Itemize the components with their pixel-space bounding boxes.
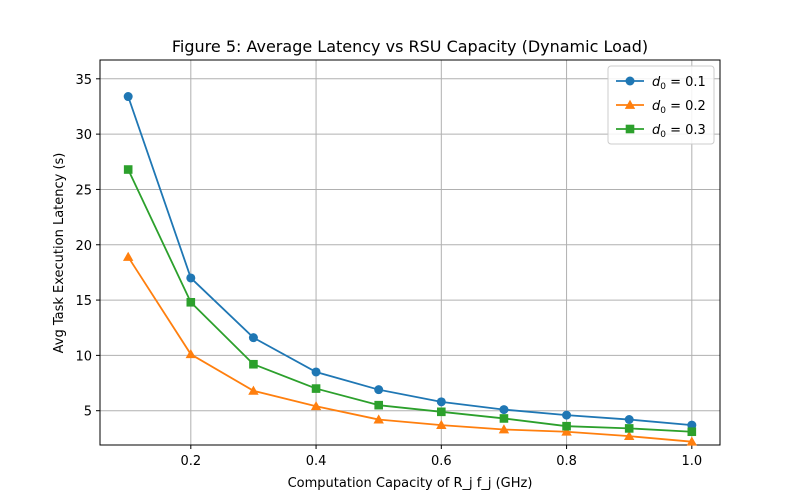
data-point-square bbox=[499, 414, 509, 423]
y-tick-label: 35 bbox=[75, 73, 92, 88]
data-point-triangle bbox=[185, 349, 197, 359]
data-point-triangle bbox=[561, 426, 572, 436]
series-group bbox=[123, 92, 697, 430]
y-tick-label: 30 bbox=[75, 128, 92, 143]
data-point-square bbox=[625, 124, 635, 134]
x-tick-label: 0.4 bbox=[306, 454, 327, 469]
data-point-triangle bbox=[686, 436, 698, 446]
data-point-triangle bbox=[624, 99, 636, 109]
legend-label: d0 = 0.2 bbox=[652, 99, 706, 116]
series bbox=[122, 92, 698, 446]
data-point-square bbox=[374, 400, 383, 410]
legend-label: d0 = 0.1 bbox=[652, 75, 706, 92]
series-line bbox=[127, 256, 692, 443]
data-point-triangle bbox=[373, 414, 384, 424]
series-line bbox=[127, 96, 692, 426]
legend-item: d0 = 0.3 bbox=[616, 123, 706, 140]
y-tick-label: 25 bbox=[75, 183, 92, 198]
data-point-circle bbox=[499, 405, 509, 415]
x-tick-label: 1.0 bbox=[681, 454, 702, 469]
series-line bbox=[127, 169, 692, 433]
data-point-circle bbox=[625, 76, 635, 86]
data-point-triangle bbox=[248, 385, 259, 395]
data-point-square bbox=[186, 297, 196, 307]
data-point-circle bbox=[374, 385, 384, 395]
data-point-circle bbox=[687, 420, 697, 430]
data-point-circle bbox=[624, 415, 634, 425]
data-point-circle bbox=[436, 397, 446, 407]
x-axis-label: Computation Capacity of R_j f_j (GHz) bbox=[288, 476, 533, 491]
legend-box bbox=[607, 65, 715, 145]
data-point-square bbox=[624, 424, 634, 433]
grid bbox=[100, 60, 720, 445]
data-point-circle bbox=[311, 367, 321, 377]
y-tick-label: 15 bbox=[75, 294, 92, 309]
y-tick-label: 20 bbox=[75, 239, 92, 254]
legend-item: d0 = 0.2 bbox=[616, 99, 706, 116]
chart-title: Figure 5: Average Latency vs RSU Capacit… bbox=[172, 37, 648, 56]
data-point-square bbox=[562, 421, 571, 431]
data-point-circle bbox=[186, 273, 196, 283]
data-point-triangle bbox=[436, 419, 447, 429]
data-point-square bbox=[311, 384, 321, 393]
data-point-circle bbox=[562, 410, 572, 420]
data-point-triangle bbox=[498, 424, 510, 434]
legend-item: d0 = 0.1 bbox=[616, 75, 706, 92]
x-tick-label: 0.8 bbox=[556, 454, 577, 469]
y-tick-label: 5 bbox=[84, 405, 92, 420]
legend: d0 = 0.1 d0 = 0.2 d0 = 0.3 bbox=[607, 65, 715, 145]
data-point-circle bbox=[248, 333, 258, 343]
axes: 0.2 0.4 0.6 0.8 1.0 5 10 15 20 25 30 35 bbox=[75, 59, 721, 469]
series-group bbox=[123, 165, 697, 437]
plot-frame bbox=[99, 59, 721, 446]
data-point-circle bbox=[123, 92, 133, 102]
data-point-square bbox=[123, 165, 133, 174]
data-point-square bbox=[687, 427, 697, 437]
y-axis-label: Avg Task Execution Latency (s) bbox=[52, 153, 67, 354]
data-point-triangle bbox=[310, 401, 322, 411]
x-tick-label: 0.2 bbox=[180, 454, 201, 469]
series-group bbox=[122, 251, 698, 446]
data-point-triangle bbox=[623, 430, 635, 441]
data-point-triangle bbox=[122, 251, 134, 261]
legend-label: d0 = 0.3 bbox=[652, 123, 706, 140]
data-point-square bbox=[249, 359, 258, 369]
y-tick-label: 10 bbox=[75, 349, 92, 364]
x-tick-label: 0.6 bbox=[431, 454, 452, 469]
data-point-square bbox=[437, 407, 446, 417]
